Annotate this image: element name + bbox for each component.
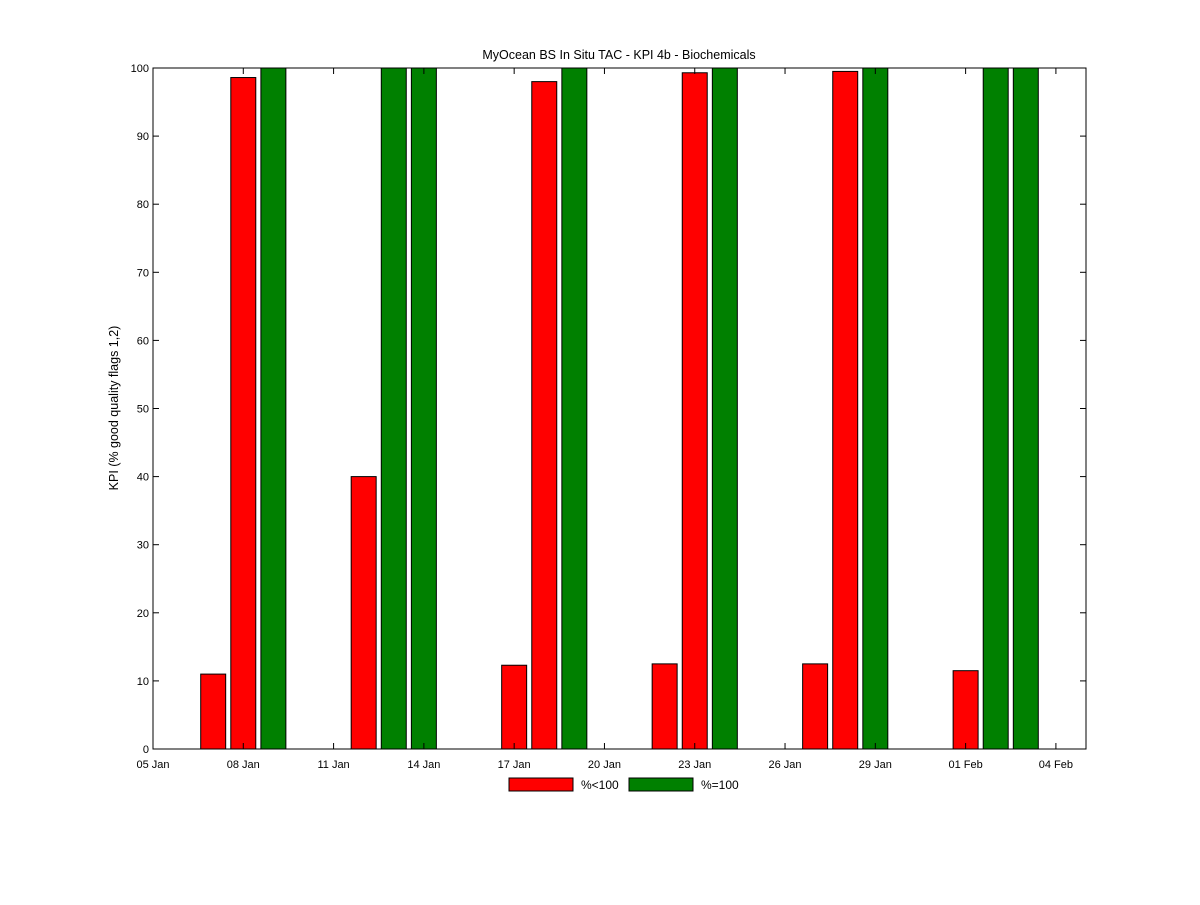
bar-series-1-point-3 bbox=[561, 67, 588, 750]
bar-series-0-point-3 bbox=[501, 664, 528, 750]
bar-series-0-point-7 bbox=[802, 663, 829, 750]
y-tick-label-9: 90 bbox=[137, 131, 149, 143]
bar-series-0-point-8 bbox=[832, 70, 859, 750]
legend-label-1: %=100 bbox=[701, 778, 739, 792]
chart-title: MyOcean BS In Situ TAC - KPI 4b - Bioche… bbox=[482, 48, 755, 62]
y-tick-label-0: 0 bbox=[143, 744, 149, 756]
x-tick-label-10: 04 Feb bbox=[1039, 759, 1073, 771]
bar-series-0-point-0 bbox=[200, 673, 227, 750]
y-tick-label-2: 20 bbox=[137, 608, 149, 620]
bar-series-0-point-9 bbox=[952, 670, 979, 750]
x-tick-label-9: 01 Feb bbox=[948, 759, 982, 771]
x-tick-label-7: 26 Jan bbox=[769, 759, 802, 771]
x-tick-label-6: 23 Jan bbox=[678, 759, 711, 771]
legend-label-0: %<100 bbox=[581, 778, 619, 792]
y-tick-label-8: 80 bbox=[137, 199, 149, 211]
y-tick-label-10: 100 bbox=[131, 63, 149, 75]
x-tick-label-5: 20 Jan bbox=[588, 759, 621, 771]
plot-frame bbox=[152, 67, 1087, 750]
bar-series-1-point-2 bbox=[410, 67, 437, 750]
y-tick-label-1: 10 bbox=[137, 676, 149, 688]
y-tick-label-7: 70 bbox=[137, 267, 149, 279]
x-tick-label-3: 14 Jan bbox=[407, 759, 440, 771]
x-tick-label-4: 17 Jan bbox=[498, 759, 531, 771]
bar-series-0-point-6 bbox=[681, 72, 708, 750]
bars-layer bbox=[200, 67, 1039, 750]
bar-series-1-point-7 bbox=[1012, 67, 1039, 750]
bar-series-0-point-4 bbox=[531, 81, 558, 750]
bar-series-1-point-5 bbox=[862, 67, 889, 750]
bar-series-0-point-1 bbox=[230, 77, 257, 750]
legend-swatch-1 bbox=[628, 777, 694, 792]
bar-series-1-point-4 bbox=[711, 67, 738, 750]
y-tick-label-6: 60 bbox=[137, 335, 149, 347]
bar-series-1-point-1 bbox=[380, 67, 407, 750]
y-axis-title: KPI (% good quality flags 1,2) bbox=[107, 326, 121, 491]
bar-series-1-point-6 bbox=[982, 67, 1009, 750]
y-tick-label-4: 40 bbox=[137, 472, 149, 484]
x-tick-label-1: 08 Jan bbox=[227, 759, 260, 771]
legend: %<100 %=100 bbox=[508, 777, 739, 792]
x-tick-label-2: 11 Jan bbox=[317, 759, 349, 771]
legend-swatch-0 bbox=[508, 777, 574, 792]
bar-series-0-point-2 bbox=[350, 476, 377, 750]
ticks-layer: 0 10 20 30 40 50 60 70 80 90 100 05 Jan 08 Jan 11 Jan… bbox=[131, 63, 1086, 771]
x-tick-label-0: 05 Jan bbox=[136, 759, 169, 771]
bar-series-0-point-5 bbox=[651, 663, 678, 750]
bar-series-1-point-0 bbox=[260, 67, 287, 750]
x-tick-label-8: 29 Jan bbox=[859, 759, 892, 771]
y-tick-label-5: 50 bbox=[137, 404, 149, 416]
y-tick-label-3: 30 bbox=[137, 540, 149, 552]
